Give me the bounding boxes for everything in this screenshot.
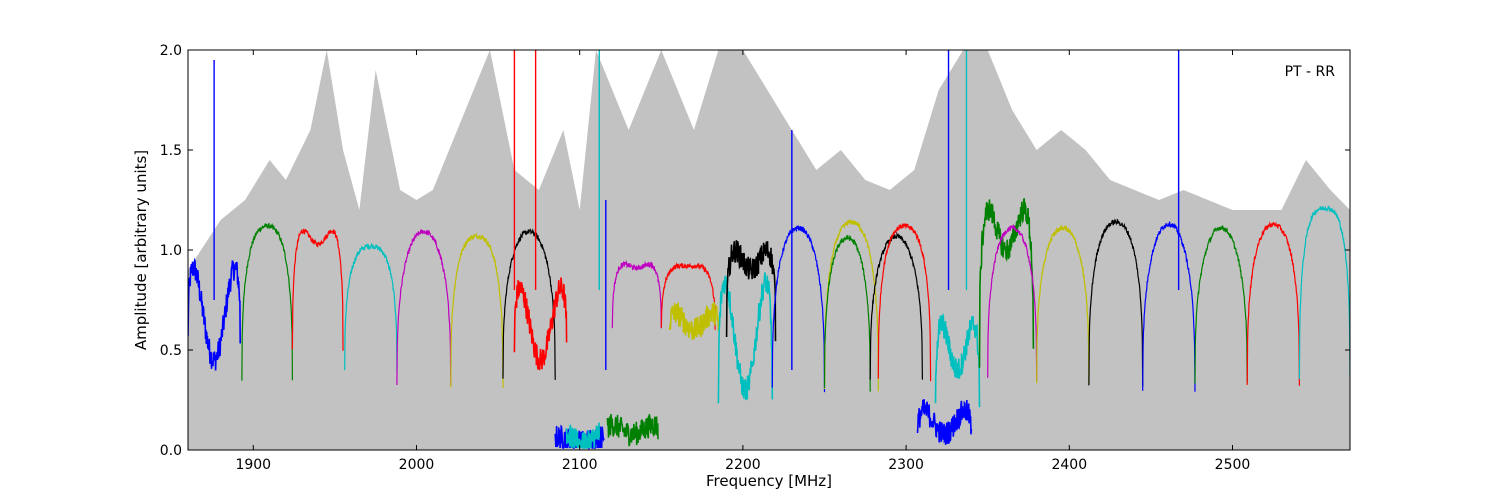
y-tick-label: 1.5: [160, 143, 182, 159]
series-line-10: [565, 422, 601, 449]
series-line-16: [725, 240, 777, 342]
series-line-21: [877, 222, 932, 382]
y-tick-label: 0.5: [160, 343, 182, 359]
chart-annotation: PT - RR: [1285, 64, 1336, 80]
series-line-1: [188, 257, 241, 371]
series-line-6: [450, 232, 504, 388]
series-line-26: [1036, 224, 1090, 384]
x-tick-label: 2200: [725, 457, 761, 473]
x-tick-label: 2300: [888, 457, 924, 473]
series-line-7: [502, 228, 556, 380]
x-tick-label: 2400: [1051, 457, 1087, 473]
series-line-4: [344, 242, 398, 371]
series-line-28: [1142, 221, 1196, 392]
x-tick-label: 1900: [235, 457, 271, 473]
series-layer: [188, 50, 1350, 450]
y-tick-label: 1.0: [160, 243, 182, 259]
y-tick-label: 0.0: [160, 443, 182, 459]
series-line-3: [291, 228, 344, 351]
series-line-25: [987, 224, 1038, 381]
series-line-17: [771, 225, 826, 393]
series-line-29: [1194, 225, 1248, 384]
ticks-layer: 1900 2000 2100 2200 2300 2400 2500 0.0 0.5 1.0 1.5…: [160, 43, 1350, 473]
x-axis-label: Frequency [MHz]: [706, 472, 832, 490]
series-line-18: [823, 219, 879, 392]
series-line-19: [823, 234, 871, 392]
series-line-8: [513, 277, 568, 371]
series-line-27: [1088, 218, 1144, 387]
series-line-14: [668, 301, 720, 340]
series-line-30: [1246, 221, 1300, 386]
series-line-24: [978, 198, 1035, 368]
series-line-12: [611, 259, 662, 329]
series-line-13: [660, 262, 716, 330]
series-line-5: [396, 229, 452, 386]
background-envelope: [188, 50, 1350, 450]
series-line-11: [606, 414, 659, 447]
series-line-22: [916, 399, 973, 445]
series-line-20: [869, 231, 923, 380]
x-tick-label: 2000: [399, 457, 435, 473]
series-line-23: [934, 312, 981, 408]
y-axis-label: Amplitude [arbitrary units]: [132, 150, 150, 350]
x-tick-label: 2500: [1215, 457, 1251, 473]
x-tick-label: 2100: [562, 457, 598, 473]
series-line-2: [241, 222, 293, 381]
series-line-31: [1298, 205, 1350, 380]
y-tick-label: 2.0: [160, 43, 182, 59]
